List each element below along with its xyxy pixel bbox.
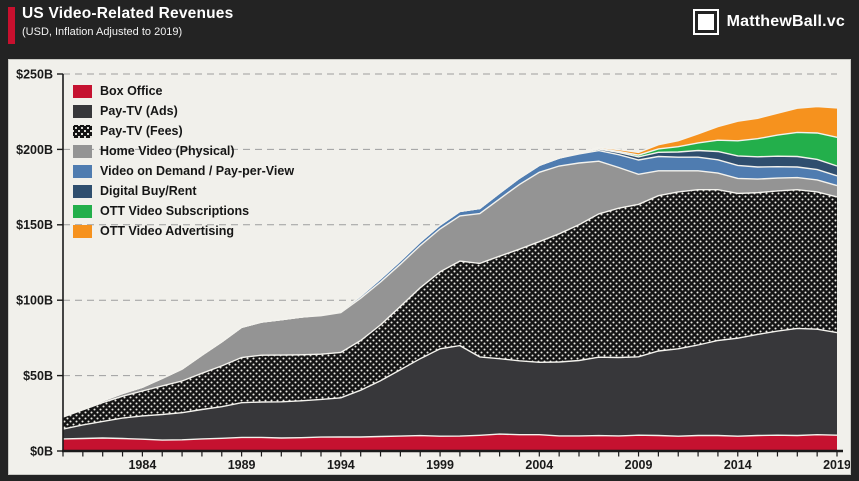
series-edges [62, 105, 838, 441]
x-tick-label: 1994 [327, 458, 355, 472]
legend-swatch [73, 224, 92, 238]
legend-swatch [73, 164, 92, 178]
legend-item: Home Video (Physical) [73, 141, 294, 161]
legend-label: Pay-TV (Fees) [100, 124, 183, 138]
y-tick-label: $150B [16, 218, 53, 232]
legend-item: Pay-TV (Fees) [73, 121, 294, 141]
series-area-3 [63, 189, 837, 430]
chart-legend: Box Office Pay-TV (Ads) Pay-TV (Fees) Home … [73, 81, 294, 241]
legend-label: Pay-TV (Ads) [100, 104, 178, 118]
y-tick-label: $50B [23, 369, 53, 383]
title-accent-bar [8, 7, 15, 44]
series-area-2 [63, 328, 837, 441]
x-tick-label: 2004 [525, 458, 553, 472]
series-area-1 [63, 434, 837, 451]
y-tick-label: $100B [16, 294, 53, 308]
x-tick-label: 2019 [823, 458, 850, 472]
legend-label: Digital Buy/Rent [100, 184, 197, 198]
x-tick-label: 1984 [128, 458, 156, 472]
series-areas [63, 106, 837, 451]
page-subtitle: (USD, Inflation Adjusted to 2019) [22, 26, 183, 38]
legend-swatch [73, 124, 92, 138]
legend-item: Pay-TV (Ads) [73, 101, 294, 121]
header: US Video-Related Revenues (USD, Inflatio… [0, 0, 859, 58]
axes: $0B $50B $100B $150B $200B $250B 1984 1989 1994 1… [16, 67, 850, 472]
legend-item: Box Office [73, 81, 294, 101]
series-area-8 [63, 106, 837, 417]
legend-label: OTT Video Subscriptions [100, 204, 250, 218]
legend-item: OTT Video Subscriptions [73, 201, 294, 221]
x-tick-label: 1999 [426, 458, 454, 472]
legend-label: Box Office [100, 84, 163, 98]
legend-item: Digital Buy/Rent [73, 181, 294, 201]
legend-swatch [73, 204, 92, 218]
legend-label: OTT Video Advertising [100, 224, 235, 238]
y-tick-label: $0B [30, 444, 53, 458]
legend-swatch [73, 84, 92, 98]
legend-swatch [73, 104, 92, 118]
chart-panel: $0B $50B $100B $150B $200B $250B 1984 1989 1994 1… [8, 59, 851, 475]
series-area-5 [63, 150, 837, 417]
legend-label: Video on Demand / Pay-per-View [100, 164, 295, 178]
title-block: US Video-Related Revenues (USD, Inflatio… [22, 5, 233, 38]
brand-square-icon [692, 9, 719, 35]
legend-label: Home Video (Physical) [100, 144, 235, 158]
legend-swatch [73, 184, 92, 198]
x-tick-label: 2014 [724, 458, 752, 472]
x-tick-label: 2009 [625, 458, 653, 472]
chart-svg: $0B $50B $100B $150B $200B $250B 1984 1989 1994 1… [16, 67, 850, 472]
y-tick-label: $250B [16, 67, 53, 81]
legend-item: OTT Video Advertising [73, 221, 294, 241]
x-tick-label: 1989 [228, 458, 256, 472]
brand-name: MatthewBall.vc [726, 13, 845, 30]
brand-logo: MatthewBall.vc [692, 9, 845, 35]
page-title: US Video-Related Revenues [22, 5, 234, 22]
legend-swatch [73, 144, 92, 158]
legend-item: Video on Demand / Pay-per-View [73, 161, 294, 181]
y-tick-label: $200B [16, 143, 53, 157]
series-area-4 [63, 161, 837, 418]
